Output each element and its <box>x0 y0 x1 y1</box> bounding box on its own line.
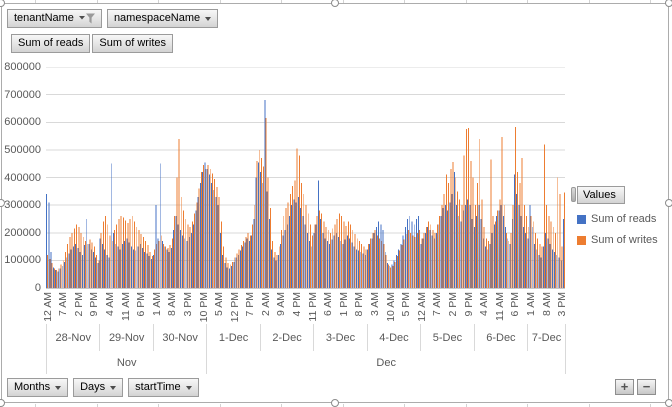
x-axis-day-label: 3-Dec <box>313 324 366 351</box>
x-axis-day-label: 28-Nov <box>46 324 99 351</box>
x-axis-month-label: Nov <box>46 351 206 374</box>
x-axis-day-label: 2-Dec <box>259 324 313 351</box>
chart-resize-handle[interactable] <box>0 0 5 7</box>
x-axis-hour-label: 1 PM <box>337 292 350 317</box>
x-axis-day-label: 30-Nov <box>152 324 206 351</box>
y-axis-tick-label: 100000 <box>4 254 41 267</box>
x-axis-hour-label: 2 PM <box>447 292 459 317</box>
x-axis-day-label: 7-Dec <box>527 324 565 351</box>
legend-title: Values <box>583 189 616 201</box>
reads-color-swatch <box>577 214 586 224</box>
y-axis-tick-label: 300000 <box>4 199 41 212</box>
y-axis-tick-label: 800000 <box>4 61 41 73</box>
x-axis-hour-label: 12 PM <box>228 292 241 323</box>
zoom-in-button[interactable]: + <box>615 379 634 395</box>
chart-resize-handle[interactable] <box>331 399 339 407</box>
tenant-name-filter-label: tenantName <box>14 12 74 24</box>
y-axis-tick-label: 700000 <box>4 88 41 101</box>
x-axis-hour-label: 9 PM <box>462 292 475 317</box>
x-axis-hour-label: 8 PM <box>353 292 366 317</box>
chart-resize-handle[interactable] <box>665 0 672 7</box>
x-axis-day-label: 29-Nov <box>99 324 152 351</box>
namespace-name-filter-button[interactable]: namespaceName <box>106 9 219 28</box>
x-axis-hour-label: 4 PM <box>291 292 304 317</box>
value-field-row: Sum of reads Sum of writes <box>11 34 174 53</box>
zoom-out-button[interactable]: − <box>637 379 656 395</box>
x-axis-day-label: 4-Dec <box>366 324 420 351</box>
x-axis-day-label: 6-Dec <box>473 324 527 351</box>
legend-item-reads[interactable]: Sum of reads <box>577 213 658 225</box>
x-axis-hour-label: 5 AM <box>213 292 226 316</box>
x-axis-hour-label: 3 PM <box>181 292 194 317</box>
axis-field-row: Months Days startTime <box>7 378 199 397</box>
tenant-name-filter-button[interactable]: tenantName <box>7 9 102 28</box>
x-axis-day-label: 1-Dec <box>206 324 259 351</box>
y-axis-tick-label: 500000 <box>4 143 41 156</box>
y-axis-tick-label: 400000 <box>4 171 41 184</box>
legend-item-writes-label: Sum of writes <box>591 234 658 246</box>
axis-field-button-months[interactable]: Months <box>7 378 69 397</box>
x-axis-hour-label: 12 AM <box>41 292 54 322</box>
x-axis-day-label: 5-Dec <box>420 324 473 351</box>
x-axis-hour-label: 8 AM <box>166 292 179 316</box>
chart-resize-handle[interactable] <box>0 199 5 207</box>
y-axis-tick-label: 200000 <box>4 226 41 239</box>
x-axis-hour-label: 3 AM <box>369 292 382 316</box>
x-axis-hour-label: 4 AM <box>103 292 116 316</box>
plot-area[interactable] <box>46 67 565 289</box>
legend-item-reads-label: Sum of reads <box>591 213 657 225</box>
x-axis-hour-label: 11 AM <box>493 292 506 321</box>
x-axis-hour-label: 7 AM <box>57 292 70 316</box>
x-axis-hour-label: 8 AM <box>540 292 553 316</box>
chart-resize-handle[interactable] <box>665 399 672 407</box>
axis-field-button-starttime[interactable]: startTime <box>128 378 199 397</box>
x-axis-hour-label: 10 AM <box>384 292 397 322</box>
y-axis-tick-label: 0 <box>34 282 41 294</box>
writes-color-swatch <box>577 235 586 245</box>
chart-resize-handle[interactable] <box>665 199 672 207</box>
axis-field-label: Days <box>80 381 106 393</box>
value-field-button-sum-of-reads[interactable]: Sum of reads <box>11 34 91 53</box>
chevron-down-icon <box>55 386 62 390</box>
x-axis-hour-label: 12 AM <box>415 292 428 322</box>
x-axis-hour-label: 5 PM <box>400 292 413 317</box>
x-axis-hour-label: 1 AM <box>150 292 163 316</box>
x-axis-hour-label: 7 PM <box>244 292 257 317</box>
x-axis-hour-label: 1 AM <box>524 292 537 316</box>
legend-values-field-button[interactable]: Values <box>577 186 625 204</box>
x-axis-hour-label: 9 AM <box>275 292 288 316</box>
x-axis-hour-label: 2 AM <box>259 292 272 316</box>
x-axis-hour-label: 6 PM <box>135 292 148 317</box>
x-axis-hour-label: 4 AM <box>478 292 491 316</box>
chevron-down-icon <box>185 386 192 390</box>
x-axis-month-label: Dec <box>206 351 565 374</box>
x-axis-hour-label: 6 AM <box>322 292 335 316</box>
chevron-down-icon <box>110 386 117 390</box>
legend[interactable]: Values Sum of reads Sum of writes <box>577 185 658 246</box>
axis-field-button-days[interactable]: Days <box>73 378 124 397</box>
namespace-name-filter-label: namespaceName <box>113 12 201 24</box>
axis-field-label: startTime <box>135 381 181 393</box>
x-axis-hour-label: 10 PM <box>197 292 210 323</box>
report-filter-row: tenantName namespaceName <box>7 9 219 28</box>
x-axis-hour-label: 11 AM <box>119 292 132 321</box>
filter-funnel-icon <box>78 13 95 24</box>
chevron-down-icon <box>205 17 212 21</box>
x-axis-hour-label: 11 PM <box>306 292 319 322</box>
value-field-button-sum-of-writes[interactable]: Sum of writes <box>92 34 174 53</box>
y-axis-tick-label: 600000 <box>4 116 41 129</box>
axis-field-label: Months <box>14 381 51 393</box>
x-axis-hour-label: 7 AM <box>431 292 444 316</box>
plot-area-resize-handle[interactable] <box>571 187 576 202</box>
chart-resize-handle[interactable] <box>331 0 339 7</box>
legend-item-writes[interactable]: Sum of writes <box>577 234 658 246</box>
x-axis-hour-label: 6 PM <box>509 292 522 317</box>
x-axis-hour-label: 3 PM <box>556 292 569 317</box>
chart-resize-handle[interactable] <box>0 399 5 407</box>
x-axis-hour-label: 9 PM <box>88 292 101 317</box>
x-axis-hour-label: 2 PM <box>72 292 85 317</box>
